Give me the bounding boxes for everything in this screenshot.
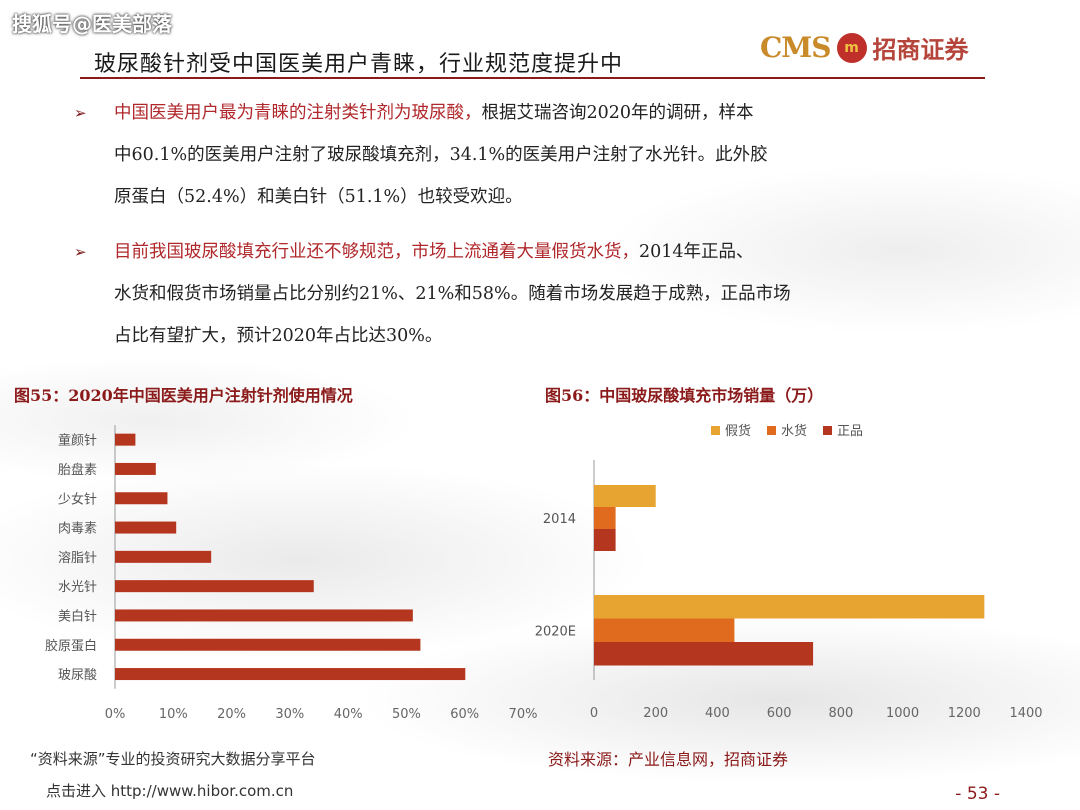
bar bbox=[115, 462, 156, 475]
tick-label: 1400 bbox=[1009, 706, 1042, 721]
category-label: 美白针 bbox=[58, 608, 97, 624]
company-logo: CMS m 招商证券 bbox=[760, 30, 969, 65]
logo-mark-icon: m bbox=[836, 32, 867, 63]
bar bbox=[594, 529, 616, 551]
tick-label: 0% bbox=[105, 707, 126, 722]
bar bbox=[115, 580, 314, 593]
category-label: 胎盘素 bbox=[58, 462, 97, 478]
bullet-2-line2: 水货和假货市场销量占比分别约21%、21%和58%。随着市场发展趋于成熟，正品市… bbox=[114, 284, 791, 304]
bullet-1-highlight: 中国医美用户最为青睐的注射类针剂为玻尿酸， bbox=[114, 103, 482, 123]
tick-label: 1200 bbox=[948, 706, 981, 721]
title-divider bbox=[80, 77, 985, 79]
tick-label: 70% bbox=[509, 707, 538, 722]
bar bbox=[115, 433, 136, 446]
bar bbox=[115, 521, 177, 534]
bar bbox=[115, 550, 212, 563]
legend-label: 假货 bbox=[725, 423, 751, 439]
figure-55-title: 图55：2020年中国医美用户注射针剂使用情况 bbox=[14, 386, 353, 405]
hibor-link[interactable]: 点击进入 http://www.hibor.com.cn bbox=[46, 782, 294, 800]
legend-swatch bbox=[711, 426, 720, 435]
tick-label: 50% bbox=[392, 707, 421, 722]
bullet-2-text: 目前我国玻尿酸填充行业还不够规范，市场上流通着大量假货水货，2014年正品、 水… bbox=[114, 231, 1024, 357]
figure-56-title: 图56：中国玻尿酸填充市场销量（万） bbox=[545, 386, 824, 405]
category-label: 2014 bbox=[543, 512, 576, 527]
page-title: 玻尿酸针剂受中国医美用户青睐，行业规范度提升中 bbox=[94, 52, 624, 77]
figure-56-source: 资料来源：产业信息网，招商证券 bbox=[548, 750, 789, 769]
bar bbox=[594, 595, 985, 619]
tick-label: 10% bbox=[159, 707, 188, 722]
bullet-1-line2: 中60.1%的医美用户注射了玻尿酸填充剂，34.1%的医美用户注射了水光针。此外… bbox=[114, 145, 768, 165]
bar bbox=[594, 485, 656, 507]
bullet-1-line3: 原蛋白（52.4%）和美白针（51.1%）也较受欢迎。 bbox=[114, 187, 523, 207]
category-label: 溶脂针 bbox=[58, 551, 97, 566]
page-number: - 53 - bbox=[955, 784, 1000, 804]
category-label: 肉毒素 bbox=[58, 522, 97, 537]
logo-cms-text: CMS bbox=[760, 31, 831, 64]
bar bbox=[594, 642, 814, 666]
tick-label: 0 bbox=[590, 706, 598, 721]
category-label: 水光针 bbox=[58, 580, 97, 595]
bar bbox=[115, 668, 466, 681]
hibor-watermark-line: “资料来源”专业的投资研究大数据分享平台 bbox=[30, 750, 316, 768]
arrow-bullet-icon: ➢ bbox=[74, 104, 87, 122]
tick-label: 200 bbox=[643, 706, 668, 721]
logo-company-name: 招商证券 bbox=[872, 35, 969, 64]
bar bbox=[115, 609, 413, 622]
category-label: 胶原蛋白 bbox=[45, 638, 97, 654]
legend-label: 水货 bbox=[781, 423, 807, 439]
bar bbox=[115, 638, 421, 651]
bullet-2-line1: 2014年正品、 bbox=[639, 242, 754, 262]
legend-label: 正品 bbox=[837, 424, 863, 439]
watermark: 搜狐号@医美部落 bbox=[12, 12, 172, 36]
tick-label: 600 bbox=[767, 706, 792, 721]
tick-label: 30% bbox=[275, 707, 304, 722]
bar bbox=[594, 618, 735, 642]
bar bbox=[115, 492, 168, 505]
category-label: 少女针 bbox=[58, 491, 97, 507]
category-label: 2020E bbox=[535, 624, 576, 639]
bullet-1-text: 中国医美用户最为青睐的注射类针剂为玻尿酸，根据艾瑞咨询2020年的调研，样本 中… bbox=[114, 92, 1024, 218]
tick-label: 800 bbox=[828, 706, 853, 721]
chart-56-hyaluronic-sales: 假货 水货 正品 2014 2020E 0 200 400 600 800 1000 1200 1400 bbox=[535, 423, 1043, 721]
tick-label: 20% bbox=[217, 707, 246, 722]
bullet-2-line3: 占比有望扩大，预计2020年占比达30%。 bbox=[114, 326, 443, 346]
legend-swatch bbox=[767, 426, 776, 435]
tick-label: 1000 bbox=[886, 706, 919, 721]
bullet-1-line1: 根据艾瑞咨询2020年的调研，样本 bbox=[481, 103, 754, 123]
bullet-2-highlight: 目前我国玻尿酸填充行业还不够规范，市场上流通着大量假货水货， bbox=[114, 242, 639, 262]
tick-label: 40% bbox=[334, 707, 363, 722]
bar bbox=[594, 507, 616, 529]
tick-label: 400 bbox=[705, 706, 730, 721]
category-label: 童颜针 bbox=[58, 433, 97, 449]
category-label: 玻尿酸 bbox=[58, 668, 97, 683]
arrow-bullet-icon: ➢ bbox=[74, 243, 87, 261]
tick-label: 60% bbox=[450, 707, 479, 722]
legend-swatch bbox=[823, 426, 832, 435]
